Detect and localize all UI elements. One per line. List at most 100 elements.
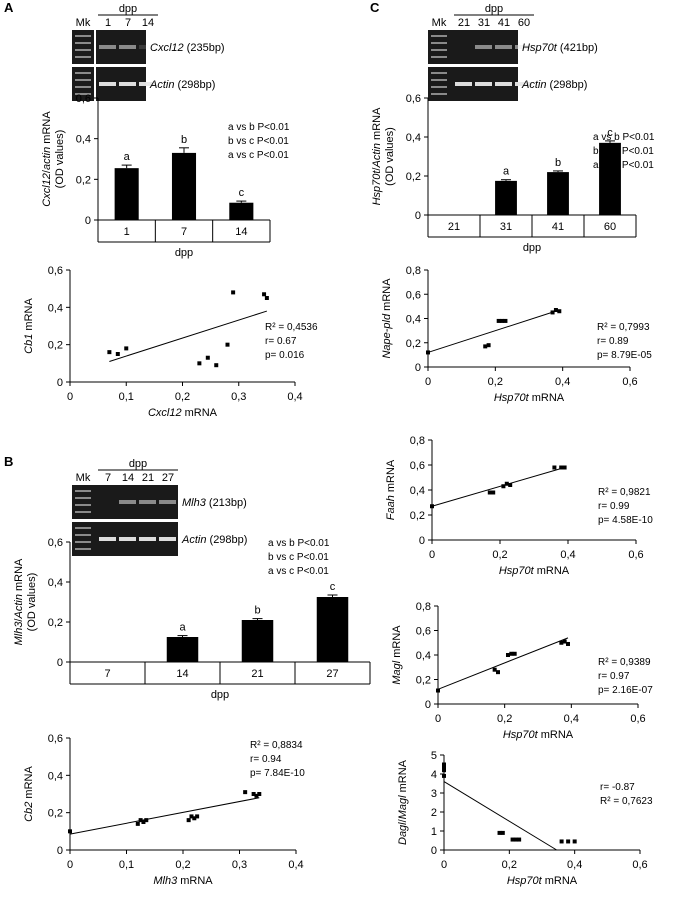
x-tick-label: 0,1 xyxy=(119,859,134,871)
gel-marker-band xyxy=(75,511,91,513)
x-tick-label: 0,4 xyxy=(287,391,302,403)
gel-lane-label: 21 xyxy=(142,472,154,484)
data-point xyxy=(426,350,430,355)
y-axis-label: Mlh3/Actin mRNA xyxy=(13,558,25,645)
y-tick-label: 0,6 xyxy=(48,537,63,549)
stat-annotation: b vs c P<0.01 xyxy=(228,136,289,147)
gel-lane-label: 7 xyxy=(105,472,111,484)
data-point xyxy=(566,839,571,844)
x-tick-label: 14 xyxy=(176,668,188,680)
y-tick-label: 0,4 xyxy=(76,134,91,146)
y-axis-label: Hsp70t/Actin mRNA xyxy=(371,107,383,205)
gel-gene-name: Hsp70t xyxy=(522,42,558,54)
data-point xyxy=(562,465,567,470)
y-tick-label: 0 xyxy=(57,377,63,389)
gel-cxcl12: dpp Mk 1 7 14 Cxcl12 (235bp) Actin (298bp) xyxy=(72,3,225,101)
gel-band xyxy=(139,82,156,86)
y-tick-label: 0,2 xyxy=(76,174,91,186)
gel-band xyxy=(495,82,512,86)
x-tick-label: 0,4 xyxy=(560,549,575,561)
gel-header: dpp xyxy=(485,3,503,15)
y-axis-label-part: mRNA xyxy=(13,558,25,594)
gel-marker-band xyxy=(75,548,91,550)
gel-lane-label: 21 xyxy=(458,17,470,29)
y-axis-label-part: mRNA xyxy=(23,298,35,334)
y-axis-label-units: (OD values) xyxy=(54,130,66,189)
gel-band-label: Mlh3 (213bp) xyxy=(182,497,247,509)
x-axis-label-part: Hsp70t xyxy=(494,392,530,404)
data-point xyxy=(251,792,256,796)
y-axis-label-part: mRNA xyxy=(385,459,397,495)
gel-marker-band xyxy=(431,35,447,37)
x-tick-label: 41 xyxy=(552,221,564,233)
gel-band xyxy=(119,45,136,49)
y-axis-label-part: Actin xyxy=(371,143,383,168)
gel-marker-band xyxy=(431,79,447,81)
bar xyxy=(166,637,199,662)
data-point xyxy=(262,292,267,297)
gel-gene-name: Actin xyxy=(181,534,206,546)
regression-line xyxy=(437,637,569,690)
x-tick-label: 27 xyxy=(326,668,338,680)
y-tick-label: 0,6 xyxy=(406,289,421,301)
stat-annotation: b vs c P<0.01 xyxy=(268,552,329,563)
y-axis-label-part: Cxcl12 xyxy=(41,173,53,207)
gel-band xyxy=(475,45,492,49)
y-axis-label-part: / xyxy=(41,169,53,173)
data-point xyxy=(504,481,509,486)
gel-gene-name: Actin xyxy=(521,79,546,91)
data-point xyxy=(566,641,570,646)
stat-annotation: R² = 0,7623 xyxy=(600,796,653,807)
stat-annotation: R² = 0,7993 xyxy=(597,322,650,333)
data-point xyxy=(254,793,259,798)
gel-header: dpp xyxy=(129,458,147,470)
gel-marker-band xyxy=(75,35,91,37)
data-point xyxy=(141,820,146,824)
data-point xyxy=(107,350,112,355)
x-axis-label: Cxcl12 mRNA xyxy=(148,407,218,419)
x-axis-label-part: Mlh3 xyxy=(153,875,178,887)
data-point xyxy=(430,504,434,509)
data-point xyxy=(442,766,446,771)
stat-annotation: R² = 0,4536 xyxy=(265,322,318,333)
x-axis-label-part: Hsp70t xyxy=(499,565,535,577)
gel-lane-label: 27 xyxy=(162,472,174,484)
y-axis-label-part: Cb1 xyxy=(23,334,35,354)
y-tick-label: 5 xyxy=(431,750,437,762)
significance-letter: b xyxy=(555,157,561,169)
x-axis-label-part: mRNA xyxy=(542,875,578,887)
y-tick-label: 0,4 xyxy=(406,314,421,326)
gel-band xyxy=(139,537,156,541)
stat-annotation: r= -0.87 xyxy=(600,782,635,793)
gel-marker-band xyxy=(431,56,447,58)
x-axis-label-part: mRNA xyxy=(182,407,218,419)
data-point xyxy=(115,352,120,356)
y-tick-label: 0 xyxy=(425,699,431,711)
y-axis-label: Cxcl12/actin mRNA xyxy=(41,111,53,207)
gel-header: dpp xyxy=(119,3,137,15)
significance-letter: c xyxy=(607,127,613,139)
y-axis-label-part: mRNA xyxy=(381,278,393,314)
x-tick-label: 0,1 xyxy=(119,391,134,403)
data-point xyxy=(124,346,129,351)
data-point xyxy=(506,653,510,657)
x-axis-label-part: mRNA xyxy=(534,565,570,577)
stat-annotation: a vs c P<0.01 xyxy=(228,150,289,161)
stat-annotation: a vs b P<0.01 xyxy=(593,132,655,143)
data-point xyxy=(68,829,72,834)
gel-band-size: (235bp) xyxy=(184,42,225,54)
y-tick-label: 4 xyxy=(431,769,437,781)
y-tick-label: 0,4 xyxy=(48,770,63,782)
gel-band xyxy=(99,82,116,86)
gel-marker-label: Mk xyxy=(76,17,91,29)
y-tick-label: 0,6 xyxy=(410,460,425,472)
y-axis-label-part: / xyxy=(371,167,383,171)
y-tick-label: 0,6 xyxy=(406,93,421,105)
y-tick-label: 0,4 xyxy=(406,132,421,144)
gel-marker-band xyxy=(431,42,447,44)
data-point xyxy=(503,318,508,323)
x-tick-label: 14 xyxy=(235,226,247,238)
